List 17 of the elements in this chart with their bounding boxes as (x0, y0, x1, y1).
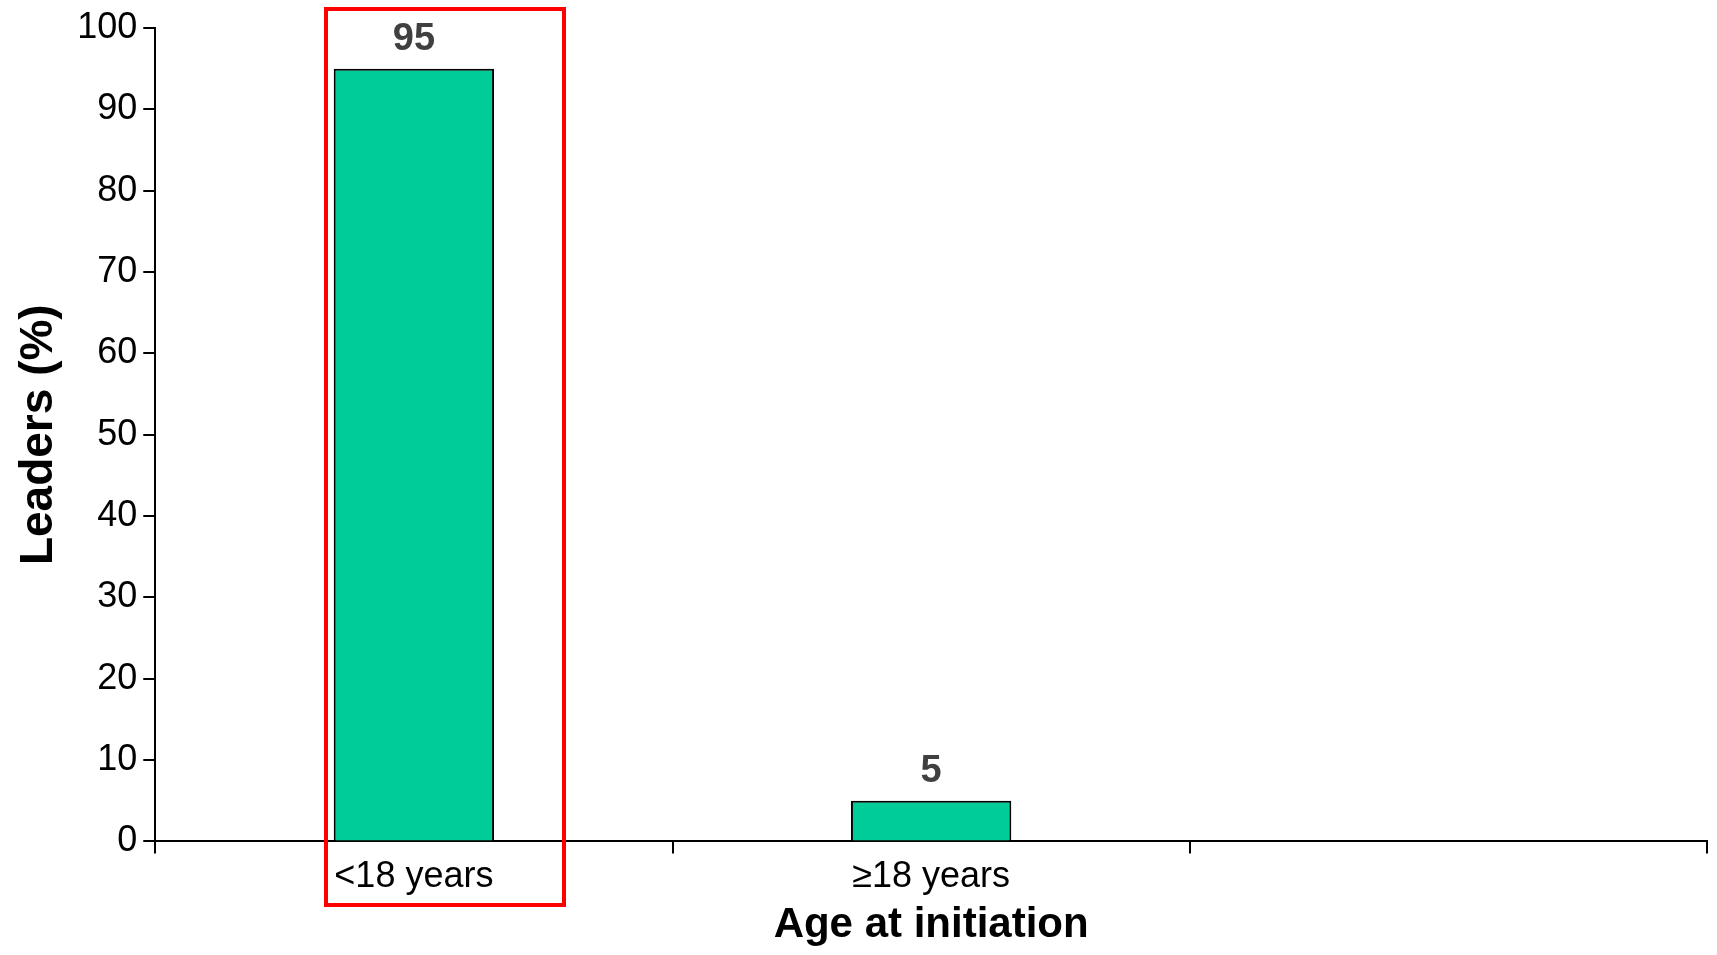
y-tick-label: 70 (97, 248, 138, 290)
y-tick-label: 30 (97, 574, 138, 616)
y-tick-label: 20 (97, 655, 138, 697)
y-tick-label: 100 (77, 4, 138, 46)
data-label: 95 (392, 16, 436, 59)
x-tick-label: ≥18 years (852, 853, 1011, 895)
y-axis-title: Leaders (%) (10, 304, 63, 566)
x-axis-title: Age at initiation (773, 899, 1089, 947)
data-label: 5 (920, 748, 942, 791)
y-tick-label: 50 (97, 411, 138, 453)
y-tick-label: 60 (97, 330, 138, 372)
x-tick-label: <18 years (334, 853, 494, 895)
y-tick-label: 40 (97, 492, 138, 534)
y-tick-label: 0 (117, 818, 138, 860)
y-tick-label: 90 (97, 86, 138, 128)
y-tick-label: 10 (97, 736, 138, 778)
y-tick-label: 80 (97, 167, 138, 209)
